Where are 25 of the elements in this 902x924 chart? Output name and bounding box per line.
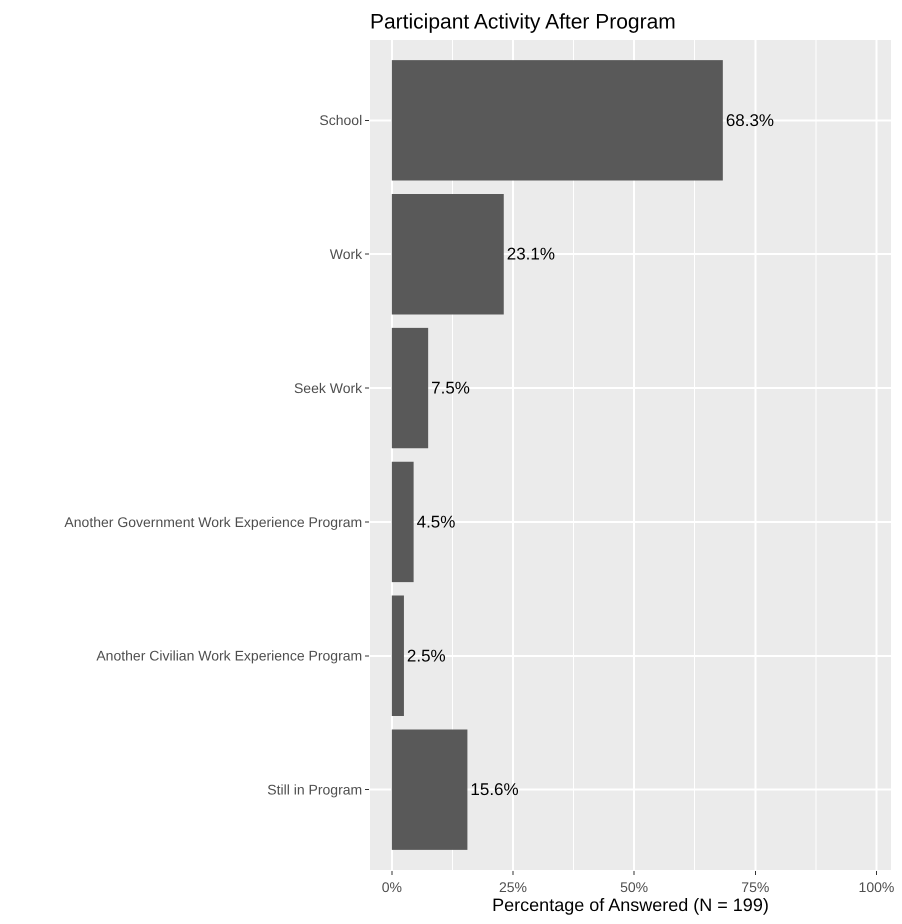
data-label: 23.1%: [506, 244, 555, 264]
bar: [392, 462, 414, 582]
y-tick-label: Seek Work: [294, 380, 364, 396]
x-tick-label: 50%: [620, 878, 648, 895]
bar: [392, 194, 504, 314]
bar: [392, 60, 723, 181]
data-label: 7.5%: [431, 378, 470, 398]
x-tick-label: 100%: [858, 878, 894, 895]
y-tick-label: School: [319, 112, 362, 128]
y-tick-label: Another Civilian Work Experience Program: [96, 648, 362, 664]
data-label: 4.5%: [416, 512, 456, 532]
bar: [392, 729, 468, 850]
y-tick-label: Work: [330, 246, 364, 262]
data-label: 68.3%: [726, 110, 774, 130]
bar: [392, 596, 404, 716]
data-label: 2.5%: [406, 646, 446, 666]
y-tick-label: Still in Program: [267, 782, 362, 798]
data-label: 15.6%: [470, 780, 519, 800]
bar: [392, 328, 428, 448]
x-tick-label: 0%: [382, 878, 402, 895]
x-tick-label: 25%: [498, 878, 527, 895]
y-tick-label: Another Government Work Experience Program: [64, 514, 362, 530]
x-axis-title: Percentage of Answered (N = 199): [492, 894, 769, 915]
chart-title: Participant Activity After Program: [370, 10, 676, 34]
x-tick-label: 75%: [741, 878, 770, 895]
